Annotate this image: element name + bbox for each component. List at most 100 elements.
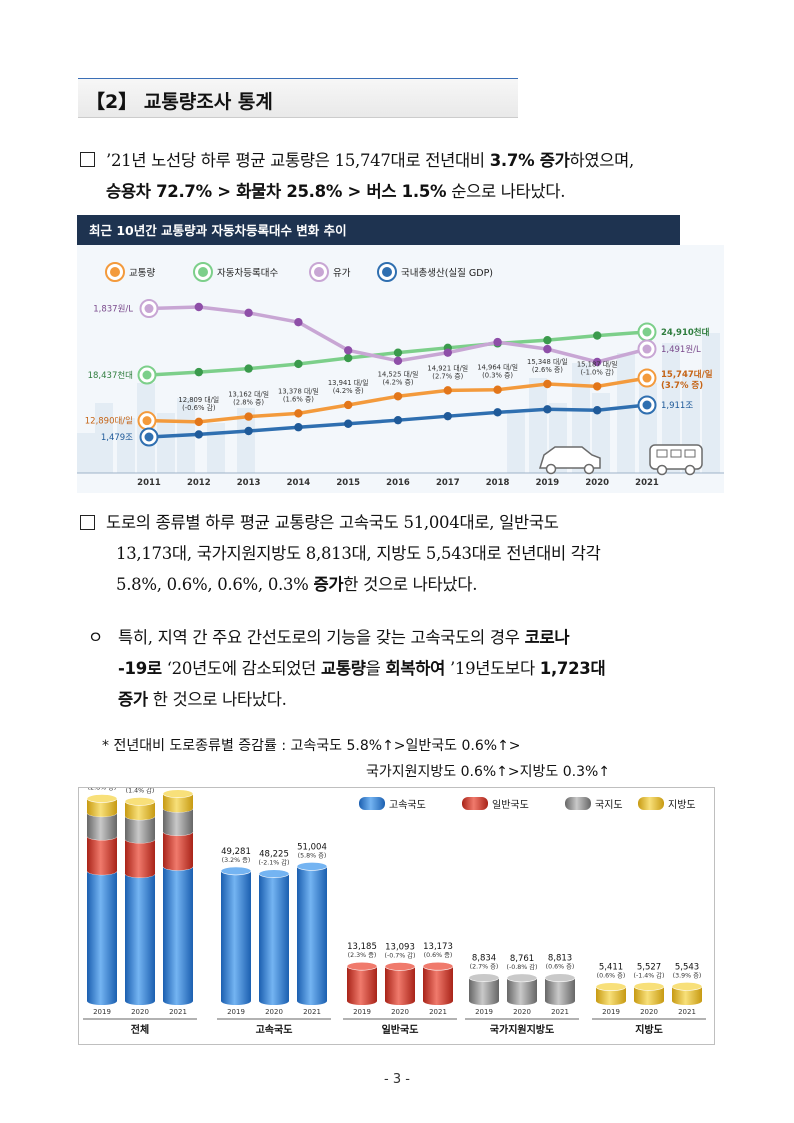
bar-value-label: 13,173 — [423, 942, 453, 952]
data-point — [543, 379, 552, 389]
traffic-data-sublabel: (0.3% 증) — [482, 372, 513, 380]
legend-label: 지방도 — [668, 799, 696, 811]
car-plate-icon — [137, 365, 157, 385]
oil-start-label: 1,837원/L — [93, 305, 133, 315]
data-point — [443, 348, 452, 357]
data-point — [543, 335, 552, 345]
paragraph-traffic-summary: ’21년 노선당 하루 평균 교통량은 15,747대로 전년대비 3.7% 증… — [106, 145, 726, 207]
building — [207, 423, 225, 473]
traffic-data-sublabel: (4.2% 증) — [383, 378, 414, 386]
year-label: 2019 — [353, 1008, 371, 1016]
text: 도로의 종류별 하루 평균 교통량은 고속국도 51,004대로, 일반국도 — [106, 513, 559, 532]
skyline — [77, 333, 720, 473]
text: ’21년 노선당 하루 평균 교통량은 15,747대로 전년대비 — [106, 151, 490, 170]
bar-change-label: (3.2% 증) — [222, 856, 251, 864]
text: ‘20년도에 감소되었던 — [161, 659, 322, 678]
data-point — [493, 408, 502, 417]
traffic-data-sublabel: (-0.6% 감) — [182, 404, 216, 412]
group-label: 국가지원지방도 — [490, 1023, 554, 1036]
traffic-end-sublabel: (3.7% 증) — [661, 381, 703, 391]
page-number: - 3 - — [384, 1072, 410, 1087]
car-plate-icon — [193, 262, 213, 282]
year-label: 2019 — [227, 1008, 245, 1016]
highlight: 1,723대 — [539, 659, 606, 678]
data-point — [593, 382, 602, 391]
car-icon — [137, 411, 157, 431]
building — [157, 413, 175, 473]
road-type-bar-chart: 고속국도일반국도국지도지방도76,711(2.8% 증)201975,606(1… — [78, 770, 715, 1045]
checkbox-square-icon — [80, 515, 95, 530]
data-point — [194, 430, 203, 439]
traffic-data-sublabel: (2.8% 증) — [233, 399, 264, 407]
bus-illustration-icon — [649, 444, 703, 476]
won-icon — [637, 395, 657, 415]
fuel-nozzle-icon — [637, 339, 657, 359]
building — [237, 408, 255, 473]
car-icon — [637, 368, 657, 388]
year-label: 2019 — [93, 1008, 111, 1016]
year-label: 2021 — [303, 1008, 321, 1016]
text: 13,173대, 국가지원지방도 8,813대, 지방도 5,543대로 전년대… — [116, 544, 601, 563]
data-point — [393, 415, 403, 425]
bar-지방도-2020 — [633, 982, 665, 1005]
building — [117, 418, 135, 473]
bar-change-label: (3.9% 증) — [673, 971, 702, 979]
traffic-data-label: 13,941 대/일 — [328, 378, 369, 387]
year-label: 2020 — [513, 1008, 531, 1016]
legend-label: 국지도 — [595, 799, 623, 811]
gdp-end-label: 1,911조 — [661, 401, 693, 411]
year-label: 2021 — [678, 1008, 696, 1016]
group-label: 고속국도 — [256, 1024, 293, 1036]
text: 특히, 지역 간 주요 간선도로의 기능을 갖는 고속국도의 경우 — [118, 628, 525, 647]
stack-segment-지방도 — [162, 789, 194, 813]
data-point — [244, 426, 253, 436]
bar-일반국도-2021 — [422, 961, 454, 1005]
year-label: 2020 — [391, 1008, 409, 1016]
highlight: 증가 — [313, 575, 344, 594]
year-label: 2019 — [602, 1008, 620, 1016]
bar-change-label: (-1.4% 감) — [634, 971, 665, 979]
legend-cylinder-icon — [359, 797, 385, 810]
highlight: 코로나 — [524, 628, 570, 647]
data-point — [593, 406, 602, 415]
building — [572, 363, 590, 473]
data-point — [393, 348, 403, 357]
bar-change-label: (5.8% 증) — [298, 851, 327, 859]
year-label: 2021 — [169, 1008, 187, 1016]
data-point — [344, 419, 353, 428]
x-tick-label: 2021 — [635, 478, 659, 488]
data-point — [393, 392, 403, 401]
checkbox-square-icon — [80, 152, 95, 167]
traffic-data-label: 13,162 대/일 — [228, 390, 269, 399]
data-point — [393, 356, 403, 366]
legend-label: 일반국도 — [492, 799, 529, 811]
year-label: 2020 — [640, 1008, 658, 1016]
bar-value-label: 13,185 — [347, 942, 377, 952]
bar-value-label: 5,527 — [637, 962, 661, 972]
building — [507, 413, 525, 473]
legend-label: 자동차등록대수 — [217, 267, 278, 279]
building — [702, 333, 720, 473]
legend-label: 고속국도 — [389, 799, 426, 811]
chart-title-bar — [77, 215, 680, 245]
building — [529, 378, 547, 473]
highlight: 증가 — [118, 690, 148, 709]
car-illustration-icon — [538, 446, 601, 475]
text: 한 것으로 나타났다. — [147, 690, 287, 709]
stack-segment-지방도 — [86, 794, 118, 817]
x-tick-label: 2011 — [137, 478, 161, 488]
group-label: 일반국도 — [382, 1023, 419, 1036]
data-point — [244, 364, 253, 373]
traffic-data-sublabel: (-1.0% 감) — [580, 368, 614, 376]
bar-value-label: 8,813 — [548, 954, 572, 964]
group-label: 전체 — [131, 1023, 149, 1036]
traffic-data-sublabel: (2.7% 증) — [432, 372, 463, 380]
traffic-data-label: 15,348 대/일 — [527, 357, 568, 366]
highlight: -19로 — [118, 659, 162, 678]
legend-label: 교통량 — [129, 267, 155, 279]
data-point — [344, 400, 353, 410]
legend-cylinder-icon — [565, 797, 591, 810]
note-line-1: * 전년대비 도로종류별 증감률 : 고속국도 5.8%↑>일반국도 0.6%↑… — [102, 738, 521, 754]
bar-value-label: 51,004 — [297, 842, 327, 852]
bar-value-label: 8,834 — [472, 954, 496, 964]
